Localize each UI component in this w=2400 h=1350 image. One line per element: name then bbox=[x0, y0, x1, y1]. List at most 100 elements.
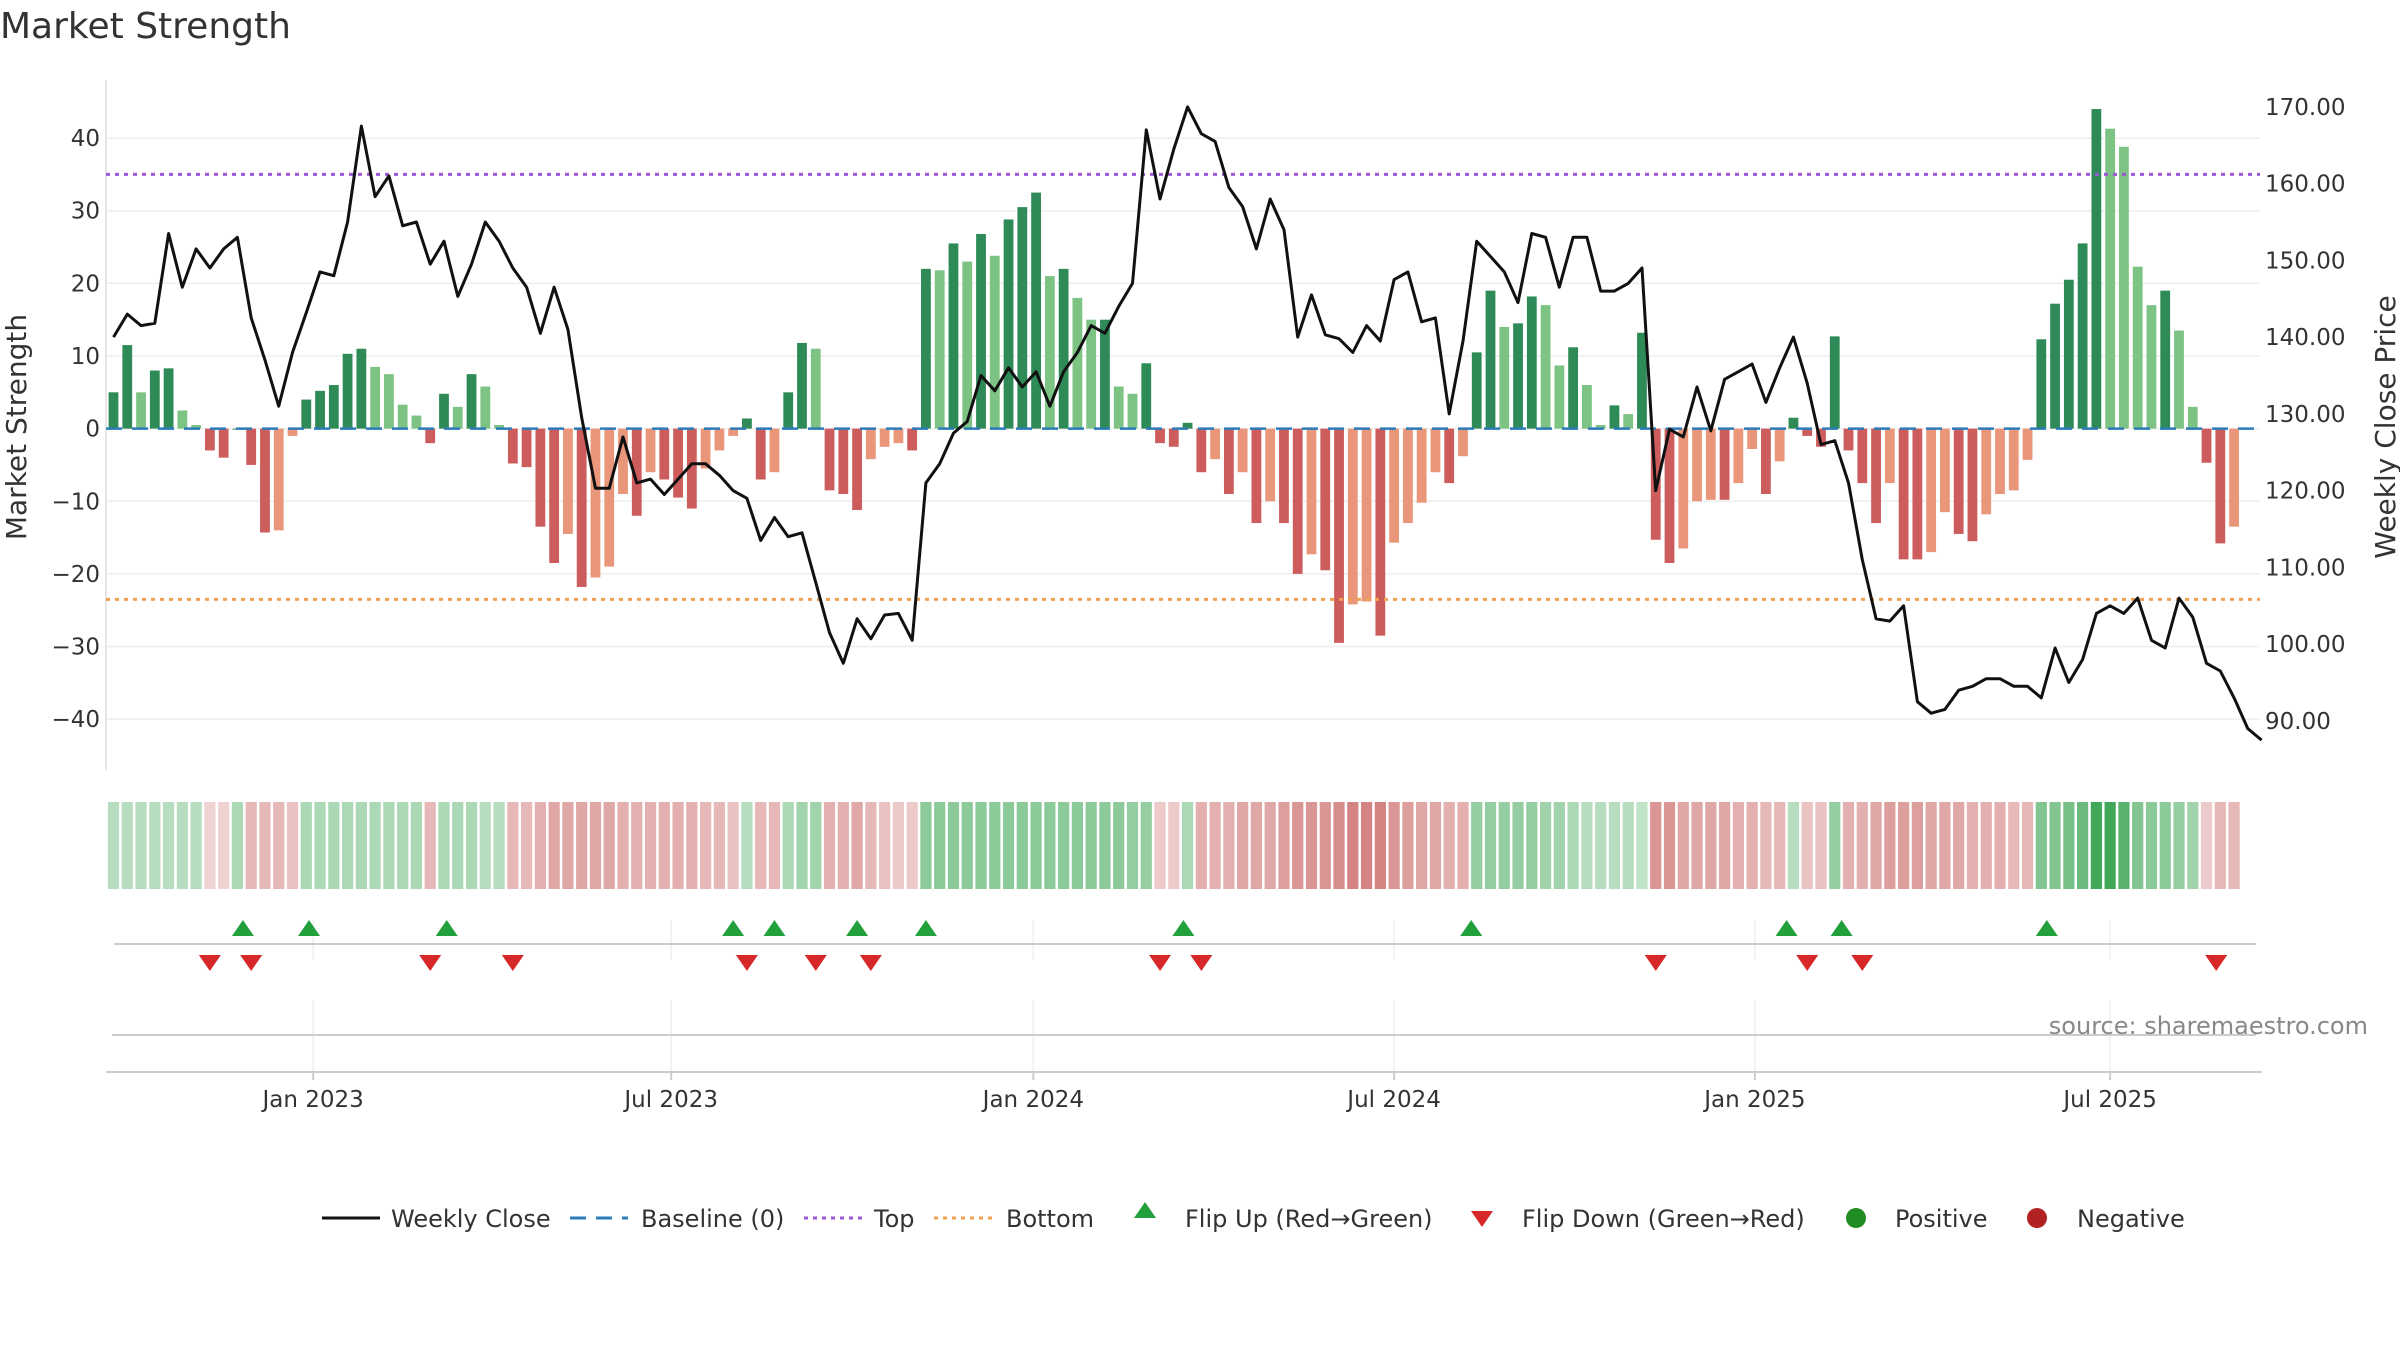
strength-bar bbox=[1499, 326, 1510, 429]
strength-bar bbox=[2036, 339, 2047, 429]
strip-cell bbox=[1071, 802, 1083, 889]
strip-cell bbox=[2063, 802, 2075, 889]
strip-cell bbox=[1677, 802, 1689, 889]
strength-bar bbox=[1127, 393, 1138, 429]
strip-cell bbox=[644, 802, 657, 889]
flip-down-triangle-icon bbox=[1471, 1211, 1493, 1227]
strip-cell bbox=[879, 802, 891, 889]
legend-bottom: Bottom bbox=[934, 1205, 1094, 1233]
strength-bar bbox=[397, 404, 408, 429]
strength-bar bbox=[1237, 428, 1248, 473]
strip-cell bbox=[2132, 802, 2144, 889]
strip-cell bbox=[1347, 802, 1359, 889]
strength-bar bbox=[797, 342, 807, 429]
flip-up-marker bbox=[435, 920, 458, 936]
strength-bar bbox=[755, 428, 766, 480]
legend-flip-up: Flip Up (Red→Green) bbox=[1134, 1202, 1433, 1233]
strength-bar bbox=[2008, 428, 2019, 491]
strip-cell bbox=[465, 802, 478, 889]
strength-bar bbox=[948, 243, 959, 429]
strength-bars bbox=[108, 109, 2239, 643]
strength-bar bbox=[1995, 428, 2005, 494]
strength-bar bbox=[1196, 428, 1207, 473]
flip-up-marker bbox=[763, 920, 786, 936]
strip-cell bbox=[1250, 802, 1263, 889]
strength-bar bbox=[1347, 428, 1358, 605]
strength-bar bbox=[1334, 428, 1344, 643]
strip-cell bbox=[727, 802, 739, 889]
strength-bar bbox=[962, 261, 973, 429]
strength-bar bbox=[191, 425, 202, 429]
strip-cell bbox=[1099, 802, 1111, 889]
strength-bar bbox=[1044, 276, 1055, 429]
strength-bar bbox=[1857, 428, 1868, 484]
source-credit: source: sharemaestro.com bbox=[2049, 1012, 2368, 1040]
strength-bar bbox=[1898, 428, 1909, 560]
strip-cell bbox=[631, 802, 643, 889]
strip-cell bbox=[768, 802, 781, 889]
strip-cell bbox=[782, 802, 794, 889]
strength-bar bbox=[865, 428, 876, 460]
strength-bar bbox=[631, 428, 642, 516]
strip-cell bbox=[107, 802, 120, 889]
strength-bar bbox=[315, 390, 325, 429]
strength-bar bbox=[246, 428, 257, 465]
strength-bar bbox=[2160, 290, 2171, 429]
strip-cell bbox=[1498, 802, 1510, 889]
strength-bar bbox=[576, 428, 587, 587]
strip-cell bbox=[1223, 802, 1235, 889]
strip-cell bbox=[975, 802, 987, 889]
legend-baseline-label: Baseline (0) bbox=[641, 1205, 784, 1233]
legend-flip-up-label: Flip Up (Red→Green) bbox=[1185, 1205, 1433, 1233]
strip-cell bbox=[1016, 802, 1028, 889]
strength-bar bbox=[1210, 428, 1220, 460]
strength-bar bbox=[1540, 305, 1551, 429]
strip-cell bbox=[1732, 802, 1744, 889]
left-tick-label: −10 bbox=[51, 489, 100, 515]
x-tick-label: Jul 2025 bbox=[2061, 1087, 2157, 1113]
strip-cell bbox=[1209, 802, 1221, 889]
strength-bar bbox=[1072, 297, 1083, 429]
flip-down-marker bbox=[1851, 955, 1874, 971]
strength-bar bbox=[122, 345, 133, 429]
negative-dot-icon bbox=[2027, 1208, 2047, 1228]
strength-bar bbox=[2187, 406, 2198, 429]
strength-bar bbox=[1829, 336, 1840, 429]
flip-up-marker bbox=[1172, 920, 1195, 936]
strip-cell bbox=[1691, 802, 1703, 889]
flip-down-marker bbox=[1796, 955, 1819, 971]
strength-bar bbox=[1788, 417, 1799, 429]
strip-cell bbox=[603, 802, 615, 889]
strip-cell bbox=[2200, 802, 2213, 889]
strength-bar bbox=[1912, 428, 1923, 560]
strength-bar bbox=[1223, 428, 1234, 494]
legend-baseline: Baseline (0) bbox=[570, 1205, 784, 1233]
flip-up-marker bbox=[231, 920, 254, 936]
strength-bar bbox=[2105, 128, 2116, 429]
strength-bar bbox=[1416, 428, 1427, 503]
strength-bar bbox=[1981, 428, 1992, 515]
strip-cell bbox=[1842, 802, 1855, 889]
strip-cell bbox=[1471, 802, 1483, 889]
strip-cell bbox=[479, 802, 491, 889]
strip-cell bbox=[2159, 802, 2171, 889]
strip-cell bbox=[700, 802, 712, 889]
strip-cell bbox=[1058, 802, 1070, 889]
flip-down-marker bbox=[419, 955, 442, 971]
strength-bar bbox=[1471, 352, 1482, 429]
strip-cell bbox=[576, 802, 588, 889]
strength-bar bbox=[1526, 296, 1537, 429]
strip-cell bbox=[589, 802, 602, 889]
strip-cell bbox=[947, 802, 960, 889]
strip-cell bbox=[245, 802, 257, 889]
y-axis-right-label: Weekly Close Price bbox=[2369, 295, 2400, 558]
strength-bar bbox=[1637, 332, 1647, 429]
strip-cell bbox=[1939, 802, 1951, 889]
strip-cell bbox=[837, 802, 849, 889]
strip-cell bbox=[1567, 802, 1579, 889]
strip-cell bbox=[355, 802, 367, 889]
flip-up-marker bbox=[1775, 920, 1798, 936]
strength-bar bbox=[425, 428, 436, 444]
strip-cell bbox=[1636, 802, 1648, 889]
strength-bar bbox=[1733, 428, 1744, 484]
